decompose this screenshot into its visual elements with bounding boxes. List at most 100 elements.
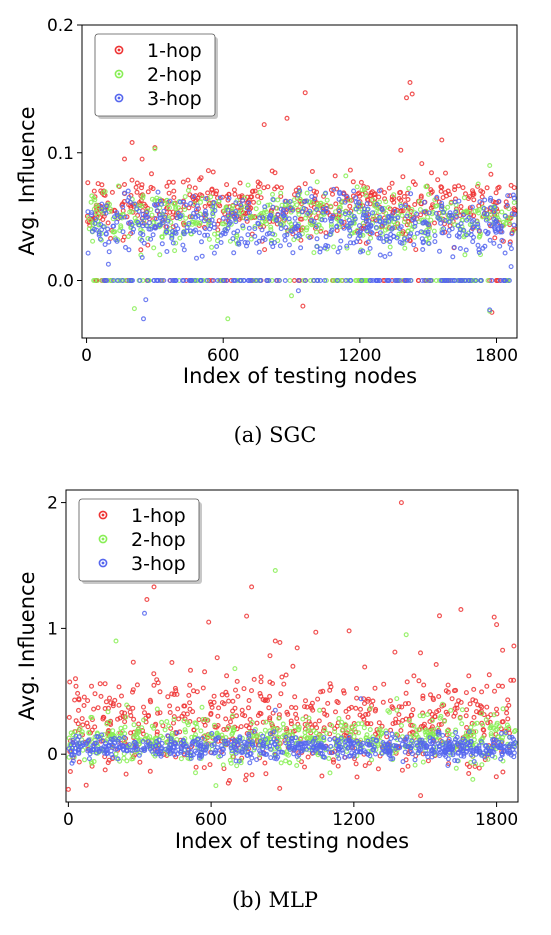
- point-sgc-2-hop: [431, 228, 437, 234]
- point-sgc-3-hop: [199, 239, 205, 245]
- point-sgc-2-hop: [221, 221, 227, 227]
- point-sgc-3-hop: [152, 225, 158, 231]
- point-mlp-1-hop: [134, 682, 140, 688]
- point-sgc-2-hop: [253, 206, 259, 212]
- point-sgc-3-hop: [195, 213, 201, 219]
- point-sgc-2-hop: [270, 191, 276, 197]
- point-mlp-3-hop: [135, 746, 141, 752]
- point-mlp-3-hop: [389, 731, 395, 737]
- point-mlp-1-hop: [466, 673, 472, 679]
- point-sgc-3-hop: [468, 278, 474, 284]
- point-sgc-2-hop: [304, 225, 310, 231]
- point-sgc-2-hop: [461, 195, 467, 201]
- point-sgc-3-hop: [353, 199, 359, 205]
- point-sgc-3-hop: [446, 233, 452, 239]
- point-mlp-1-hop: [115, 716, 121, 722]
- point-sgc-1-hop: [252, 188, 258, 194]
- point-sgc-1-hop: [443, 170, 449, 176]
- legend-marker-mlp-3-hop: [98, 558, 108, 568]
- point-mlp-2-hop: [298, 735, 304, 741]
- point-mlp-3-hop: [197, 746, 203, 752]
- point-mlp-3-hop: [75, 747, 81, 753]
- point-sgc-2-hop: [159, 234, 165, 240]
- point-sgc-3-hop: [370, 210, 376, 216]
- point-mlp-2-hop: [470, 776, 476, 782]
- point-mlp-3-hop: [338, 735, 344, 741]
- point-sgc-3-hop: [330, 213, 336, 219]
- point-mlp-3-hop: [132, 739, 138, 745]
- point-mlp-3-hop: [102, 740, 108, 746]
- point-mlp-1-hop: [293, 711, 299, 717]
- point-sgc-2-hop: [349, 230, 355, 236]
- point-mlp-1-hop: [375, 766, 381, 772]
- point-sgc-3-hop: [159, 241, 165, 247]
- point-mlp-1-hop: [258, 693, 264, 699]
- point-sgc-3-hop: [315, 278, 321, 284]
- point-sgc-2-hop: [405, 211, 411, 217]
- point-mlp-3-hop: [188, 755, 194, 761]
- point-mlp-2-hop: [183, 729, 189, 735]
- point-mlp-1-hop: [175, 706, 181, 712]
- point-mlp-1-hop: [473, 698, 479, 704]
- point-mlp-3-hop: [423, 751, 429, 757]
- point-mlp-3-hop: [402, 749, 408, 755]
- point-sgc-2-hop: [140, 193, 146, 199]
- point-sgc-3-hop: [157, 222, 163, 228]
- point-sgc-3-hop: [482, 197, 488, 203]
- point-mlp-3-hop: [506, 744, 512, 750]
- point-mlp-1-hop: [396, 711, 402, 717]
- point-sgc-3-hop: [210, 211, 216, 217]
- point-sgc-3-hop: [464, 232, 470, 238]
- point-sgc-3-hop: [395, 215, 401, 221]
- point-mlp-1-hop: [404, 679, 410, 685]
- point-sgc-3-hop: [334, 278, 340, 284]
- point-sgc-3-hop: [99, 227, 105, 233]
- point-sgc-2-hop: [183, 215, 189, 221]
- x-tick-label-sgc: 1800: [475, 346, 518, 366]
- point-sgc-1-hop: [224, 182, 230, 188]
- point-sgc-2-hop: [173, 240, 179, 246]
- point-sgc-3-hop: [428, 278, 434, 284]
- point-sgc-3-hop: [373, 278, 379, 284]
- point-mlp-3-hop: [181, 741, 187, 747]
- point-mlp-1-hop: [243, 723, 249, 729]
- point-mlp-3-hop: [111, 735, 117, 741]
- point-mlp-3-hop: [150, 744, 156, 750]
- point-sgc-2-hop: [323, 278, 329, 284]
- point-mlp-1-hop: [500, 769, 506, 775]
- point-sgc-3-hop: [276, 278, 282, 284]
- point-mlp-2-hop: [424, 729, 430, 735]
- point-sgc-3-hop: [446, 219, 452, 225]
- point-sgc-2-hop: [412, 234, 418, 240]
- point-sgc-3-hop: [353, 206, 359, 212]
- point-mlp-3-hop: [386, 748, 392, 754]
- point-sgc-3-hop: [394, 278, 400, 284]
- point-mlp-1-hop: [335, 700, 341, 706]
- point-sgc-3-hop: [121, 190, 127, 196]
- point-sgc-3-hop: [233, 219, 239, 225]
- point-mlp-3-hop: [242, 744, 248, 750]
- point-mlp-3-hop: [95, 734, 101, 740]
- point-sgc-2-hop: [425, 214, 431, 220]
- point-mlp-1-hop: [130, 659, 136, 665]
- point-sgc-3-hop: [252, 233, 258, 239]
- point-mlp-1-hop: [471, 686, 477, 692]
- point-sgc-3-hop: [155, 189, 161, 195]
- point-sgc-2-hop: [324, 197, 330, 203]
- point-sgc-3-hop: [363, 219, 369, 225]
- point-mlp-1-hop: [80, 722, 86, 728]
- point-mlp-3-hop: [294, 753, 300, 759]
- point-mlp-1-hop: [420, 693, 426, 699]
- legend-label-sgc-3-hop: 3-hop: [147, 88, 202, 110]
- point-sgc-3-hop: [106, 239, 112, 245]
- point-mlp-1-hop: [165, 694, 171, 700]
- point-mlp-1-hop: [102, 705, 108, 711]
- point-sgc-3-hop: [159, 201, 165, 207]
- point-sgc-2-hop: [461, 209, 467, 215]
- point-mlp-3-hop: [178, 749, 184, 755]
- point-mlp-1-hop: [89, 727, 95, 733]
- point-sgc-3-hop: [314, 244, 320, 250]
- point-mlp-1-hop: [310, 707, 316, 713]
- point-sgc-3-hop: [313, 224, 319, 230]
- point-sgc-2-hop: [149, 212, 155, 218]
